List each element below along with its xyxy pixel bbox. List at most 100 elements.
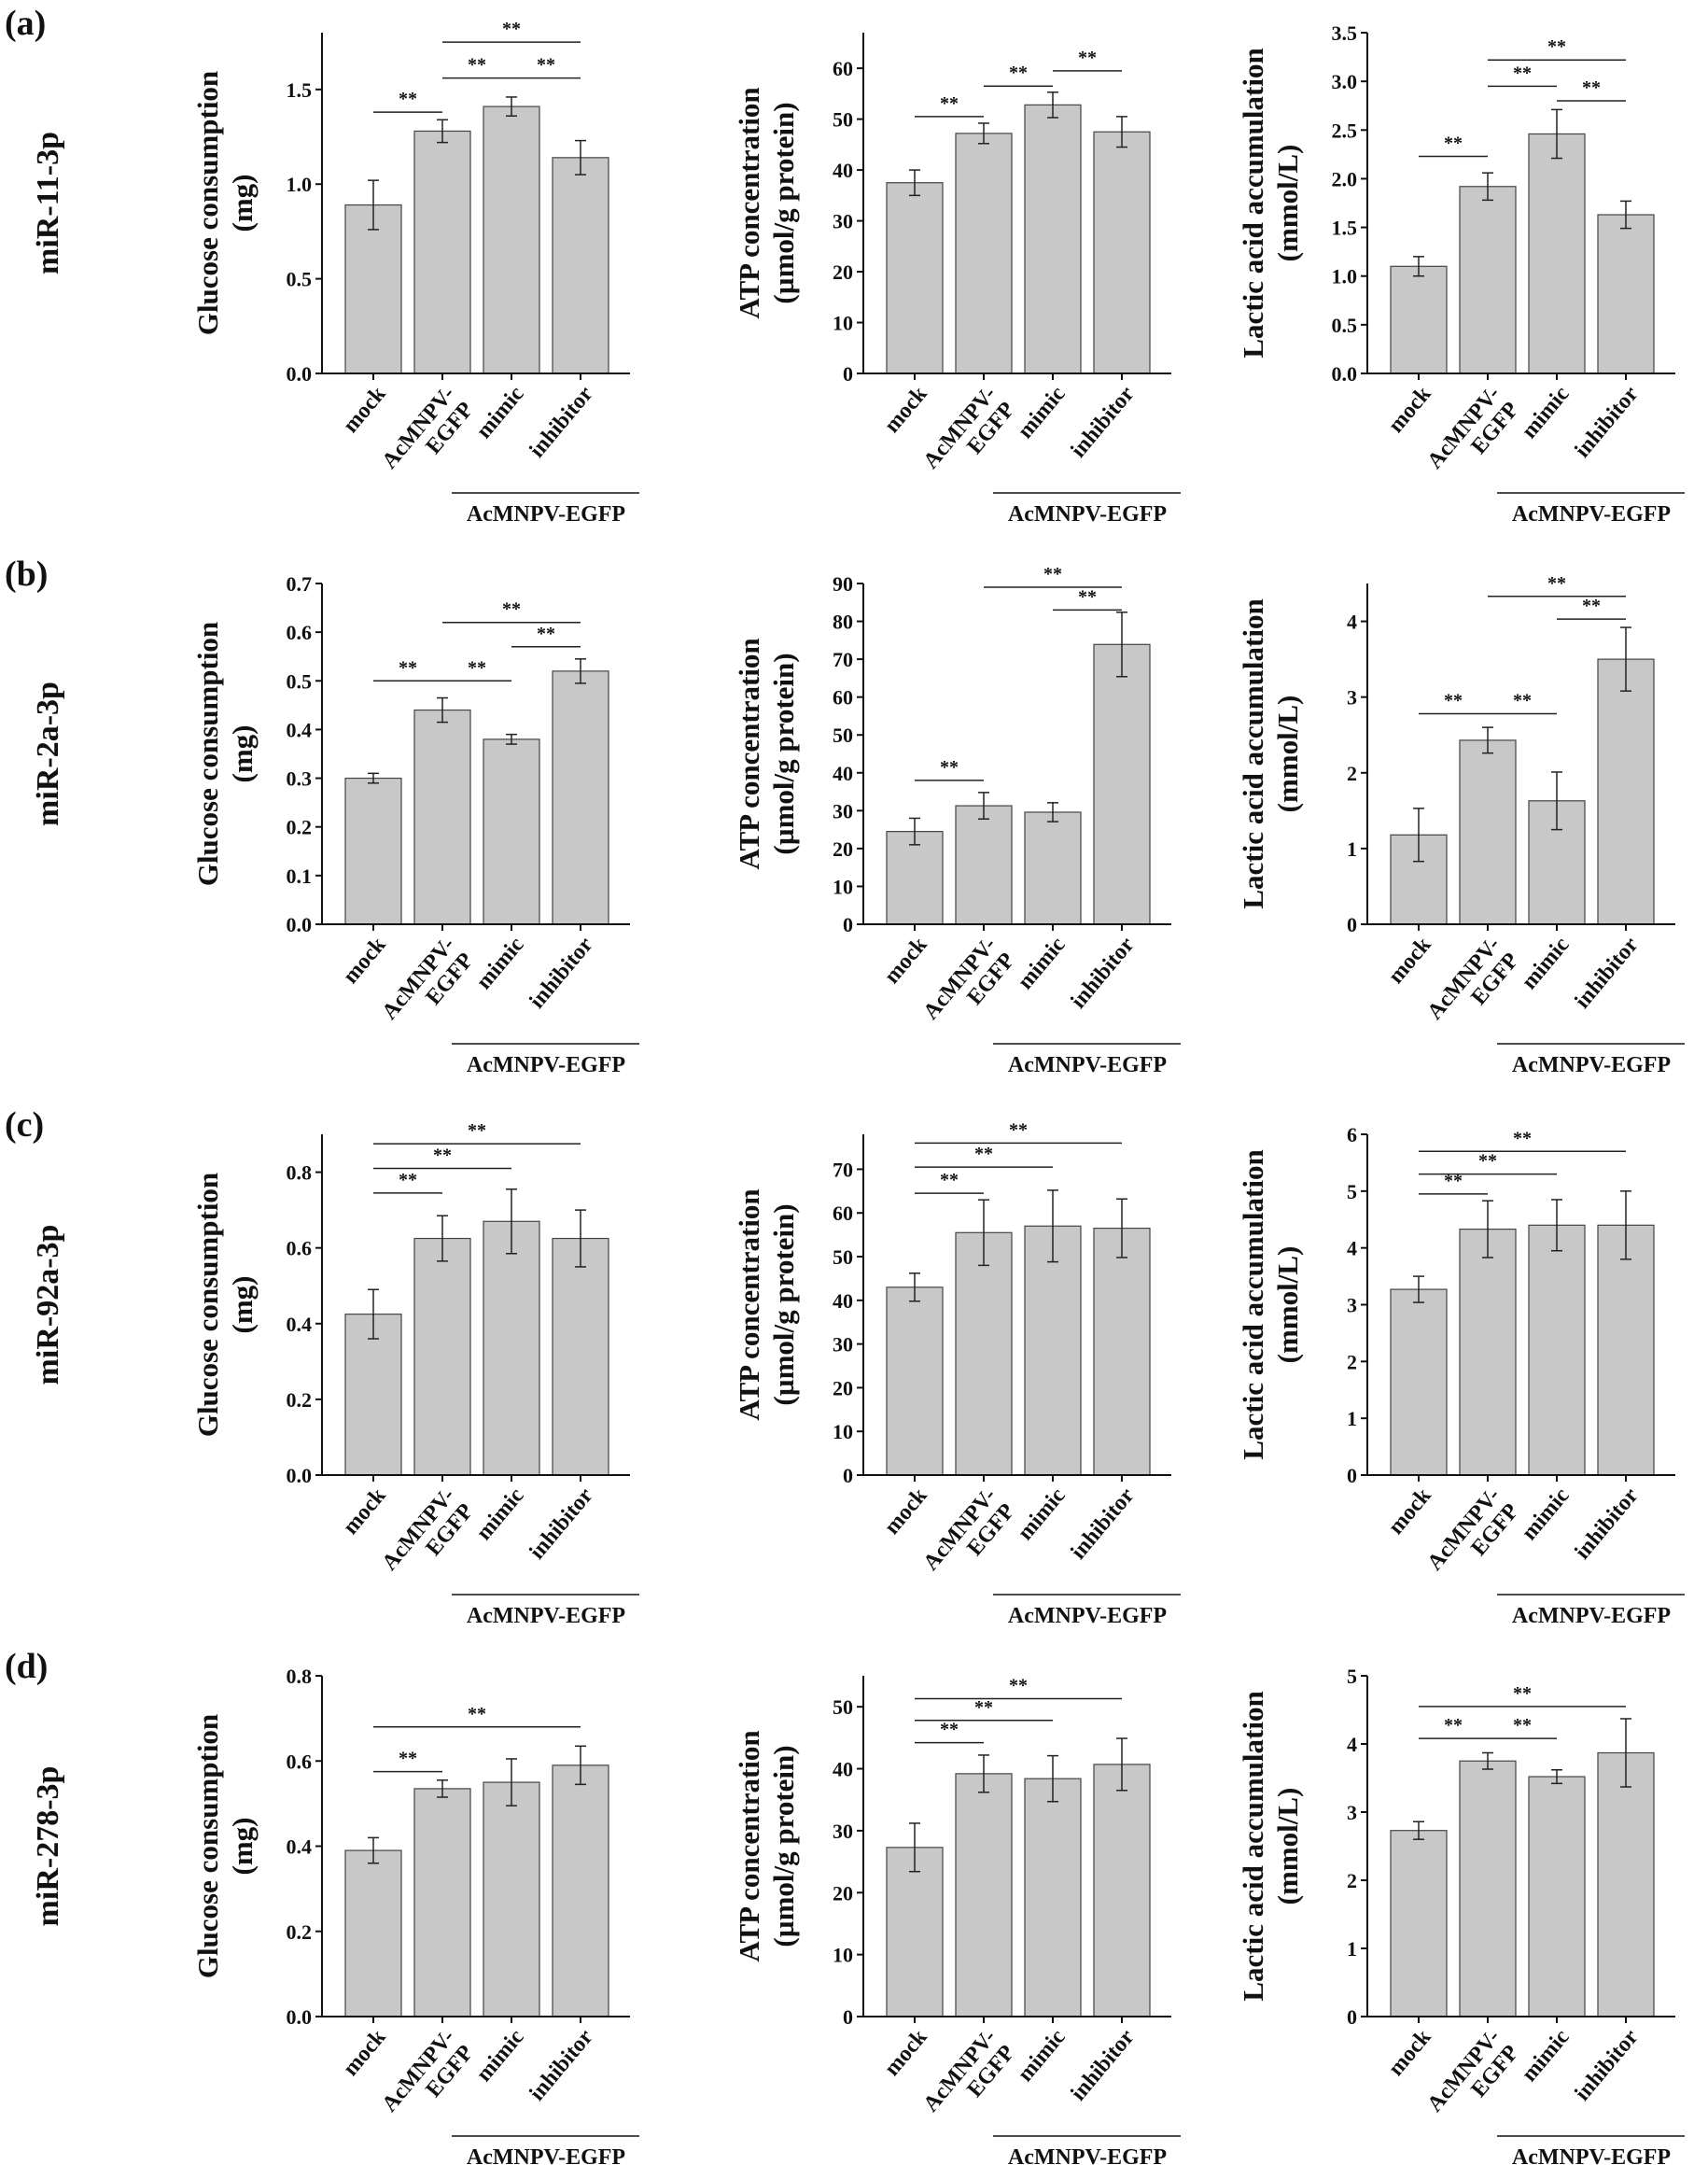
group-label: AcMNPV-EGFP — [467, 2145, 625, 2165]
significance-label: ** — [940, 757, 959, 778]
bar — [886, 182, 944, 374]
y-axis-label-units: (µmol/g protein) — [767, 653, 800, 854]
y-tick-label: 10 — [833, 875, 853, 898]
bar — [1390, 1830, 1448, 2017]
chart-panel: (b) miR-2a-3p Glucose consumption (mg) 0.0 0.… — [5, 555, 639, 1077]
y-tick-label: 30 — [833, 799, 853, 822]
y-tick-label: 10 — [833, 1944, 853, 1967]
y-tick-label: 1 — [1347, 837, 1357, 861]
significance-label: ** — [1078, 48, 1097, 68]
chart-panel: Lactic acid accumulation (mmol/L) 0 1 2 3 4 5 6 m… — [1237, 1123, 1685, 1628]
significance-label: ** — [468, 657, 486, 678]
group-label: AcMNPV-EGFP — [467, 502, 625, 527]
y-tick-label: 1.0 — [1332, 265, 1358, 288]
y-axis-label: ATP concentration — [733, 1188, 765, 1420]
x-tick-label: mimic — [472, 933, 529, 994]
significance-label: ** — [1547, 36, 1566, 57]
y-tick-label: 3 — [1347, 1801, 1357, 1824]
x-tick-label: AcMNPV-EGFP — [1422, 1483, 1523, 1591]
y-tick-label: 0.0 — [287, 362, 313, 386]
x-tick-label: inhibitor — [1570, 933, 1643, 1013]
x-tick-label: mock — [339, 1483, 391, 1539]
bar — [1390, 1288, 1448, 1476]
x-tick-label: mock — [339, 2025, 391, 2081]
bar — [955, 1231, 1013, 1476]
y-axis-label: Glucose consumption — [191, 1173, 224, 1437]
significance-label: ** — [399, 89, 417, 109]
x-tick-label: inhibitor — [1570, 382, 1643, 462]
y-tick-label: 0 — [843, 2005, 853, 2029]
chart-panel: Lactic acid accumulation (mmol/L) 0.0 0.5 1.… — [1237, 21, 1685, 527]
chart-panel: Lactic acid accumulation (mmol/L) 0 1 2 3 4 moc… — [1237, 573, 1685, 1077]
y-tick-label: 0 — [1347, 2005, 1357, 2029]
x-tick-label: AcMNPV-EGFP — [918, 382, 1019, 489]
bar — [1597, 1224, 1655, 1476]
x-tick-label: mimic — [1014, 1483, 1071, 1545]
y-tick-label: 3.0 — [1332, 70, 1358, 93]
x-tick-label: mimic — [472, 1483, 529, 1545]
bar — [344, 1849, 402, 2017]
y-tick-label: 4 — [1347, 1237, 1357, 1260]
y-tick-label: 30 — [833, 1333, 853, 1357]
bar — [886, 831, 944, 925]
y-axis-label: ATP concentration — [733, 87, 765, 318]
chart-panel: ATP concentration (µmol/g protein) 0 10 20 30… — [733, 33, 1181, 527]
y-tick-label: 0 — [843, 913, 853, 936]
significance-label: ** — [1444, 133, 1463, 153]
significance-label: ** — [433, 1146, 452, 1166]
x-tick-label: inhibitor — [1066, 933, 1139, 1013]
x-tick-label: mimic — [472, 2025, 529, 2087]
significance-label: ** — [974, 1144, 993, 1164]
y-tick-label: 3 — [1347, 686, 1357, 710]
y-tick-label: 70 — [833, 648, 853, 671]
y-tick-label: 0.6 — [287, 1750, 313, 1773]
x-tick-label: inhibitor — [1066, 2025, 1139, 2105]
y-axis-label: Glucose consumption — [191, 1714, 224, 1978]
y-axis-label-units: (mg) — [226, 1818, 259, 1876]
y-tick-label: 50 — [833, 108, 853, 132]
significance-label: ** — [1009, 1676, 1028, 1696]
x-tick-label: mimic — [1518, 2025, 1575, 2087]
bar — [413, 709, 471, 925]
y-axis-label-units: (mmol/L) — [1271, 145, 1304, 262]
y-tick-label: 0.4 — [287, 718, 313, 741]
y-tick-label: 4 — [1347, 1733, 1357, 1756]
significance-label: ** — [502, 599, 521, 620]
significance-label: ** — [468, 1704, 486, 1724]
y-axis-label: ATP concentration — [733, 1730, 765, 1961]
bar — [1093, 131, 1151, 374]
y-tick-label: 0.0 — [287, 1464, 313, 1487]
x-tick-label: mimic — [1014, 382, 1071, 443]
panel-label: (b) — [5, 555, 48, 594]
chart-panel: (c) miR-92a-3p Glucose consumption (mg) 0.0 0… — [5, 1105, 639, 1628]
y-tick-label: 0.0 — [1332, 362, 1358, 386]
y-tick-label: 1.5 — [1332, 217, 1358, 240]
significance-label: ** — [1547, 573, 1566, 594]
bar — [955, 133, 1013, 374]
y-tick-label: 0.4 — [287, 1313, 313, 1336]
x-tick-label: mock — [1384, 382, 1436, 438]
group-label: AcMNPV-EGFP — [1008, 1053, 1167, 1077]
significance-label: ** — [1043, 564, 1062, 584]
bar — [413, 130, 471, 374]
significance-label: ** — [537, 55, 555, 76]
y-tick-label: 2.5 — [1332, 119, 1358, 142]
y-tick-label: 0.3 — [287, 767, 313, 791]
y-tick-label: 0.5 — [287, 669, 313, 693]
y-tick-label: 6 — [1347, 1123, 1357, 1146]
significance-label: ** — [940, 1170, 959, 1190]
bar — [1528, 1224, 1586, 1476]
y-tick-label: 0.8 — [287, 1161, 313, 1185]
significance-label: ** — [1513, 1683, 1532, 1704]
bar — [344, 204, 402, 374]
group-label: AcMNPV-EGFP — [1008, 502, 1167, 527]
bar — [1093, 643, 1151, 925]
significance-label: ** — [1513, 1715, 1532, 1736]
y-tick-label: 0.2 — [287, 1920, 313, 1944]
y-axis-label-units: (mmol/L) — [1271, 1246, 1304, 1364]
bar — [886, 1847, 944, 2017]
y-tick-label: 0.8 — [287, 1665, 313, 1688]
bar — [1093, 1228, 1151, 1476]
y-tick-label: 5 — [1347, 1180, 1357, 1203]
bar — [1459, 739, 1517, 925]
